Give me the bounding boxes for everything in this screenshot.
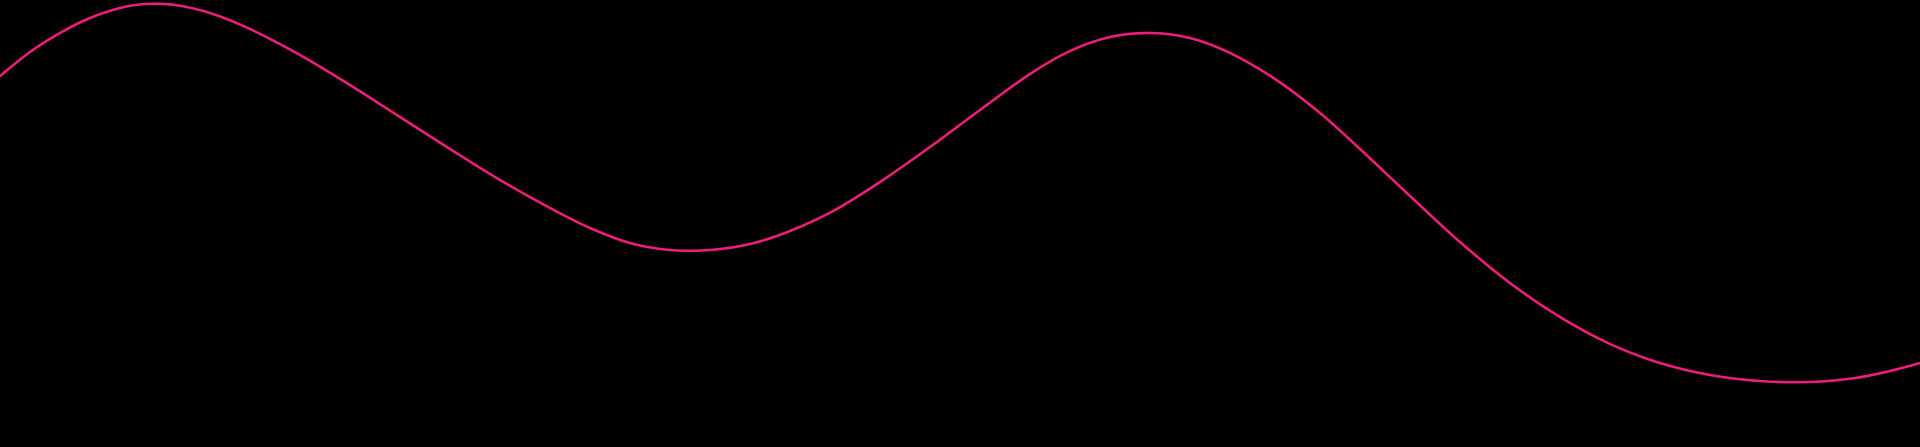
- waveform-line: [0, 2, 1920, 384]
